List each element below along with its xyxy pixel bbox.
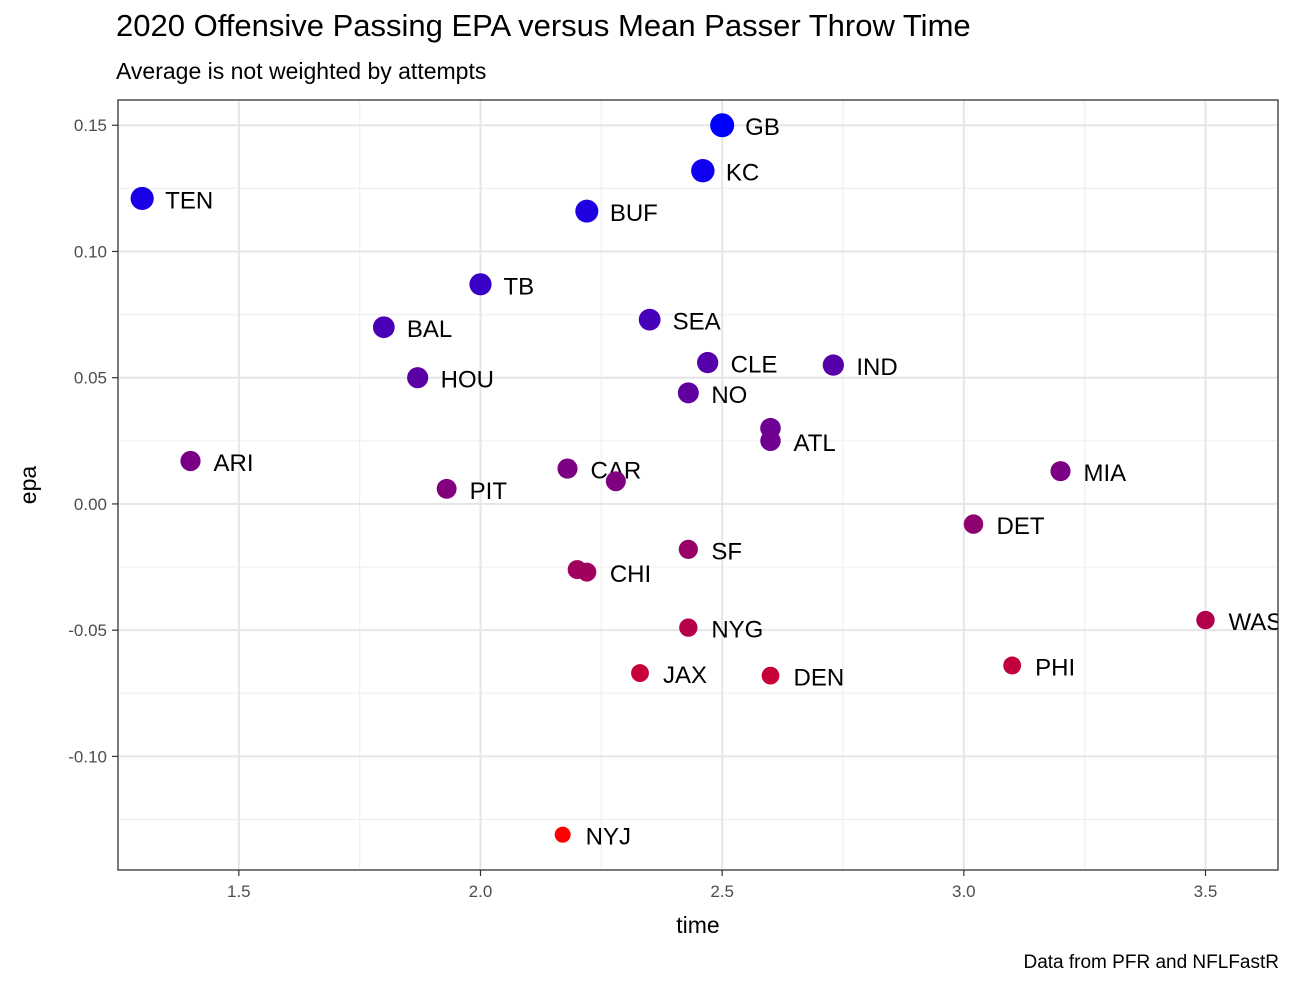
x-tick-label: 2.0 — [469, 882, 493, 901]
data-point — [1196, 610, 1215, 630]
data-point — [678, 539, 698, 559]
data-point — [436, 478, 457, 499]
point-label: GB — [745, 114, 780, 141]
data-point — [557, 458, 578, 479]
data-point — [1003, 656, 1022, 675]
data-point — [605, 471, 626, 492]
point-label: WAS — [1229, 609, 1283, 636]
point-label: TB — [504, 273, 535, 300]
data-point — [963, 514, 984, 534]
point-label: BUF — [610, 200, 658, 227]
chart-caption: Data from PFR and NFLFastR — [1023, 952, 1279, 973]
data-point — [631, 664, 649, 682]
data-point — [554, 826, 571, 843]
point-label: HOU — [441, 367, 494, 394]
y-tick-label: 0.05 — [74, 369, 107, 388]
y-axis-title: epa — [15, 466, 41, 505]
data-point — [469, 273, 492, 296]
point-label: DET — [997, 513, 1045, 540]
data-point — [761, 666, 780, 685]
data-point — [697, 351, 719, 374]
minor-gridlines — [118, 100, 1278, 870]
major-gridlines — [118, 100, 1278, 870]
data-point — [130, 186, 154, 211]
data-point — [822, 354, 844, 376]
point-label: CHI — [610, 561, 651, 588]
chart-subtitle: Average is not weighted by attempts — [116, 58, 487, 84]
plot-panel-border — [117, 99, 1279, 871]
point-label: CLE — [731, 352, 778, 379]
point-label: MIA — [1084, 460, 1127, 487]
point-label: PIT — [470, 478, 508, 505]
data-point — [1050, 461, 1071, 482]
y-tick-label: -0.10 — [68, 747, 107, 766]
x-tick-label: 2.5 — [710, 882, 734, 901]
data-point — [679, 618, 698, 637]
data-point — [691, 158, 715, 183]
data-point — [577, 562, 597, 582]
y-axis-ticks: -0.10 -0.05 0.00 0.05 0.10 0.15 — [68, 116, 118, 766]
x-axis-title: time — [676, 912, 719, 938]
y-tick-label: 0.15 — [74, 116, 107, 135]
point-label: NYJ — [586, 824, 631, 851]
point-label: BAL — [407, 316, 452, 343]
point-label: ARI — [214, 450, 254, 477]
data-point — [372, 316, 395, 339]
data-point — [677, 382, 699, 404]
point-label: KC — [726, 160, 759, 187]
x-tick-label: 3.5 — [1194, 882, 1218, 901]
y-tick-label: -0.05 — [68, 621, 107, 640]
x-tick-label: 1.5 — [227, 882, 251, 901]
point-label: ATL — [794, 430, 836, 457]
chart-title: 2020 Offensive Passing EPA versus Mean P… — [116, 8, 971, 43]
x-axis-ticks: 1.5 2.0 2.5 3.0 3.5 — [227, 870, 1217, 901]
point-label: NO — [711, 382, 747, 409]
point-label: SF — [711, 538, 742, 565]
data-point — [760, 430, 781, 452]
point-label: JAX — [663, 662, 707, 689]
point-label: IND — [856, 354, 897, 381]
data-point — [710, 113, 735, 138]
point-label: PHI — [1035, 655, 1075, 682]
y-tick-label: 0.00 — [74, 495, 107, 514]
point-label: TEN — [165, 187, 213, 214]
point-label: SEA — [673, 309, 721, 336]
x-tick-label: 3.0 — [952, 882, 976, 901]
data-point — [575, 199, 599, 223]
data-point — [638, 308, 661, 331]
point-label: NYG — [711, 617, 763, 644]
point-label: DEN — [794, 665, 845, 692]
y-tick-label: 0.10 — [74, 242, 107, 261]
data-point — [180, 450, 201, 472]
data-point — [407, 367, 429, 389]
